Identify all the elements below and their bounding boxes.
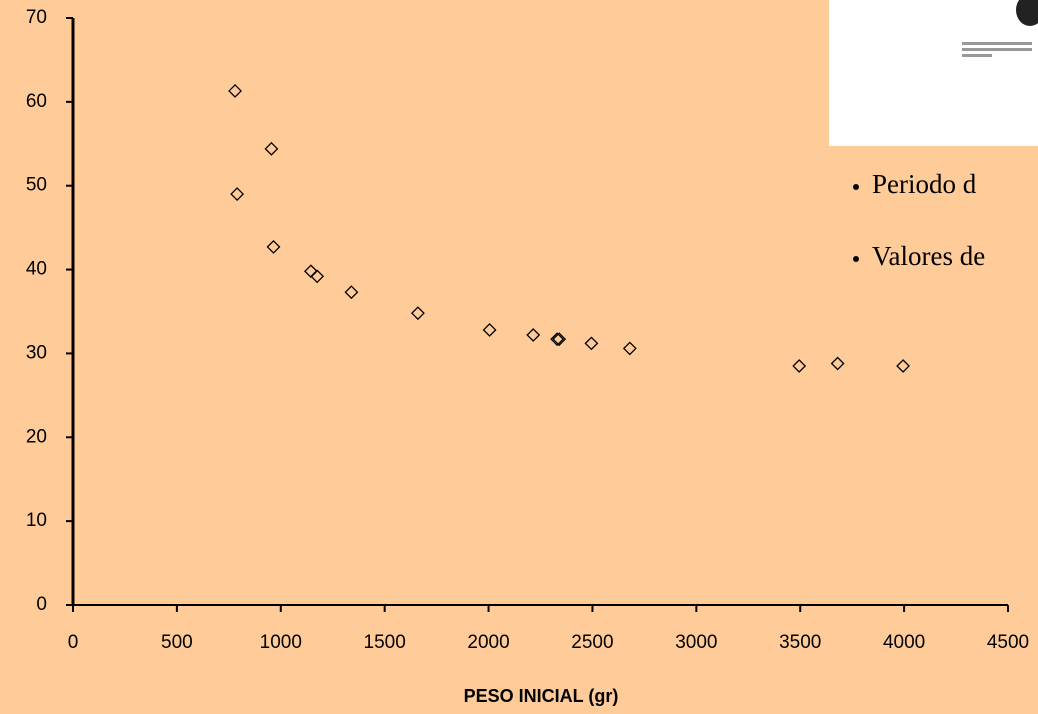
x-tick-label: 1500 (364, 632, 406, 653)
point (344, 285, 359, 300)
point (310, 269, 325, 284)
bullet-text: Periodo d (872, 169, 977, 199)
point (264, 141, 279, 156)
photo-shape (1016, 0, 1038, 26)
photo-frame (829, 0, 1038, 146)
point (230, 187, 245, 202)
photo-caption (962, 54, 992, 57)
y-tick-label: 60 (26, 91, 47, 112)
y-tick-label: 10 (26, 510, 47, 531)
x-tick-label: 4500 (987, 632, 1029, 653)
photo-caption (962, 42, 1032, 45)
x-axis-title: PESO INICIAL (gr) (464, 686, 619, 706)
point (584, 336, 599, 351)
x-tick-label: 3000 (675, 632, 717, 653)
y-tick-label: 0 (36, 594, 47, 615)
point (896, 359, 910, 373)
point (482, 323, 497, 337)
y-tick-label: 40 (26, 259, 47, 280)
photo-caption (962, 48, 1032, 51)
y-tick-label: 70 (26, 7, 47, 28)
bullet-dot (853, 256, 859, 262)
x-tick-label: 0 (68, 632, 79, 653)
point (792, 359, 807, 373)
x-tick-label: 1000 (260, 632, 302, 653)
point (266, 240, 281, 254)
point (228, 84, 242, 98)
photo (829, 0, 1038, 146)
point (552, 332, 567, 347)
x-tick-label: 500 (161, 632, 193, 653)
x-tick-label: 3500 (779, 632, 821, 653)
x-tick-label: 2000 (467, 632, 509, 653)
point (550, 332, 565, 347)
x-tick-label: 2500 (571, 632, 613, 653)
y-tick-label: 50 (26, 175, 47, 196)
point (526, 328, 541, 342)
point (830, 356, 845, 371)
y-tick-label: 30 (26, 342, 47, 363)
point (622, 341, 637, 356)
bullet-text: Valores de (872, 241, 985, 271)
point (303, 264, 318, 279)
point (410, 306, 425, 321)
y-tick-label: 20 (26, 426, 47, 447)
bullet-dot (853, 184, 859, 190)
x-tick-label: 4000 (883, 632, 925, 653)
